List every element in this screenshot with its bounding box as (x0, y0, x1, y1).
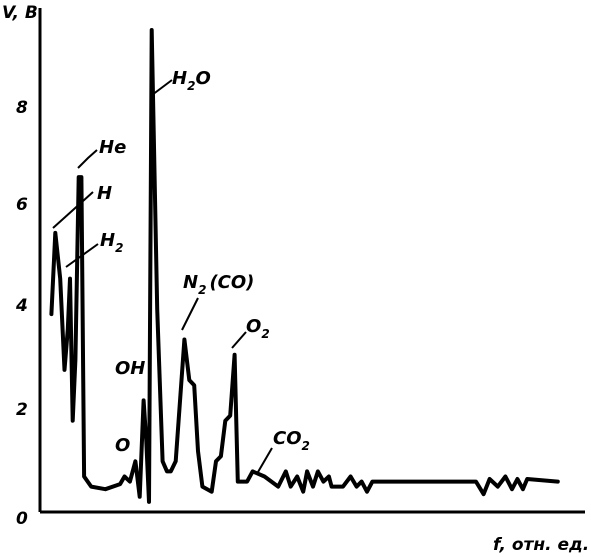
label-o2: O2 (246, 316, 270, 341)
leader-h2o (151, 79, 173, 96)
y-tick-label-2: 2 (16, 400, 28, 420)
label-h: H (97, 183, 112, 204)
label-n2-co: N2 (CO) (183, 272, 254, 297)
label-h2o: H2O (172, 68, 211, 93)
y-tick-label-0: 0 (16, 509, 28, 529)
leader-h2 (65, 243, 99, 268)
y-tick-label-8: 8 (16, 98, 28, 118)
label-co2: CO2 (273, 428, 310, 453)
y-tick-label-6: 6 (16, 195, 28, 215)
label-oh: OH (115, 358, 145, 379)
label-h2: H2 (100, 230, 123, 255)
y-axis-label: V, В (2, 3, 38, 23)
label-o: O (115, 435, 130, 456)
leader-he (77, 149, 98, 169)
label-he: He (99, 137, 126, 158)
leader-h (52, 191, 94, 229)
y-tick-label-4: 4 (15, 296, 28, 316)
leader-o2 (231, 331, 247, 349)
x-axis-label: f, отн. ед. (493, 535, 589, 555)
leader-n2 (181, 297, 199, 331)
leader-co2 (257, 447, 273, 473)
series-line (49, 28, 560, 504)
